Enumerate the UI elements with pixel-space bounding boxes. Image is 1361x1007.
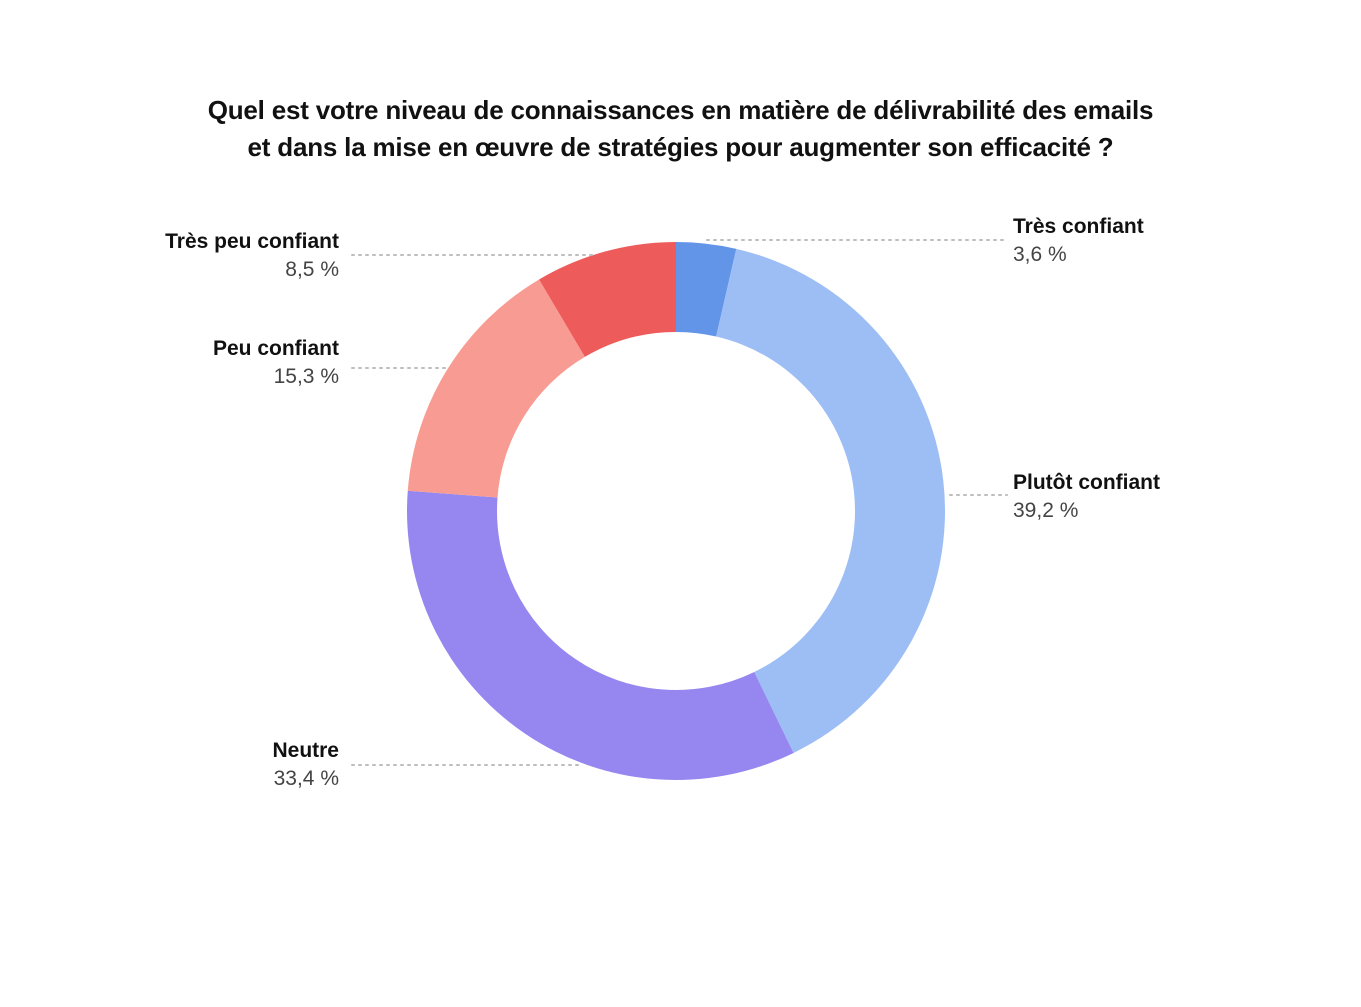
slice-label-neutre: Neutre 33,4 % [272, 737, 339, 793]
donut-slice-4 [539, 242, 676, 357]
slice-name: Peu confiant [212, 337, 339, 360]
donut-slice-2 [407, 490, 794, 780]
chart-title: Quel est votre niveau de connaissances e… [0, 92, 1361, 166]
slice-label-plutot-confiant: Plutôt confiant 39,2 % [1013, 469, 1160, 525]
slice-value: 3,6 % [1013, 243, 1067, 266]
chart-title-line-2: et dans la mise en œuvre de stratégies p… [247, 132, 1114, 162]
slice-value: 15,3 % [273, 365, 339, 388]
slice-name: Très peu confiant [165, 230, 339, 253]
slice-name: Plutôt confiant [1013, 471, 1160, 494]
slice-label-peu-confiant: Peu confiant 15,3 % [213, 335, 339, 391]
slice-value: 39,2 % [1013, 499, 1079, 522]
donut-slice-1 [716, 248, 946, 753]
slice-label-tres-confiant: Très confiant 3,6 % [1013, 213, 1144, 269]
slice-label-tres-peu-confiant: Très peu confiant 8,5 % [165, 228, 339, 284]
donut-slice-0 [676, 242, 737, 337]
slice-value: 8,5 % [285, 258, 339, 281]
slice-value: 33,4 % [273, 767, 339, 790]
donut-slice-3 [407, 279, 585, 498]
slice-name: Très confiant [1013, 215, 1144, 238]
chart-title-line-1: Quel est votre niveau de connaissances e… [207, 95, 1154, 125]
slice-name: Neutre [272, 739, 339, 762]
